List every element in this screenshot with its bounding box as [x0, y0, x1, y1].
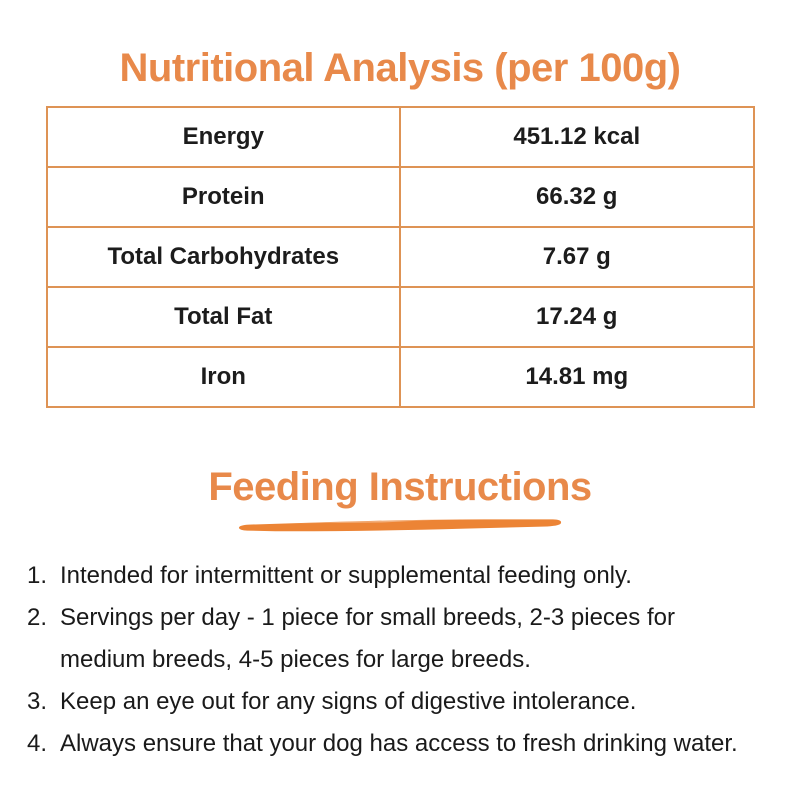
table-row: Iron 14.81 mg — [45, 346, 755, 408]
feeding-instructions-list: Intended for intermittent or supplementa… — [4, 555, 744, 765]
nutrient-label-cell: Protein — [45, 166, 401, 228]
nutrition-table: Energy 451.12 kcal Protein 66.32 g Total… — [45, 106, 755, 408]
nutrient-label-cell: Total Carbohydrates — [45, 226, 401, 288]
table-row: Protein 66.32 g — [45, 166, 755, 228]
nutrient-value-cell: 66.32 g — [399, 166, 755, 228]
nutrient-label-cell: Energy — [45, 106, 401, 168]
table-row: Total Fat 17.24 g — [45, 286, 755, 348]
feeding-instructions-title: Feeding Instructions — [208, 465, 592, 509]
brush-underline-decoration — [235, 513, 565, 536]
list-item: Servings per day - 1 piece for small bre… — [27, 597, 675, 673]
table-row: Energy 451.12 kcal — [45, 106, 755, 168]
table-row: Total Carbohydrates 7.67 g — [45, 226, 755, 288]
nutrient-value-cell: 451.12 kcal — [399, 106, 755, 168]
nutrient-label-cell: Total Fat — [45, 286, 401, 348]
nutrient-label-cell: Iron — [45, 346, 401, 408]
nutrient-value-cell: 14.81 mg — [399, 346, 755, 408]
list-item: Keep an eye out for any signs of digesti… — [27, 681, 637, 723]
list-item: Intended for intermittent or supplementa… — [27, 555, 632, 597]
brush-stroke-icon — [238, 519, 562, 532]
nutrient-value-cell: 7.67 g — [399, 226, 755, 288]
nutrient-value-cell: 17.24 g — [399, 286, 755, 348]
list-item: Always ensure that your dog has access t… — [27, 723, 738, 765]
nutrition-table-container: Energy 451.12 kcal Protein 66.32 g Total… — [45, 106, 755, 408]
nutrition-analysis-title: Nutritional Analysis (per 100g) — [119, 46, 681, 90]
